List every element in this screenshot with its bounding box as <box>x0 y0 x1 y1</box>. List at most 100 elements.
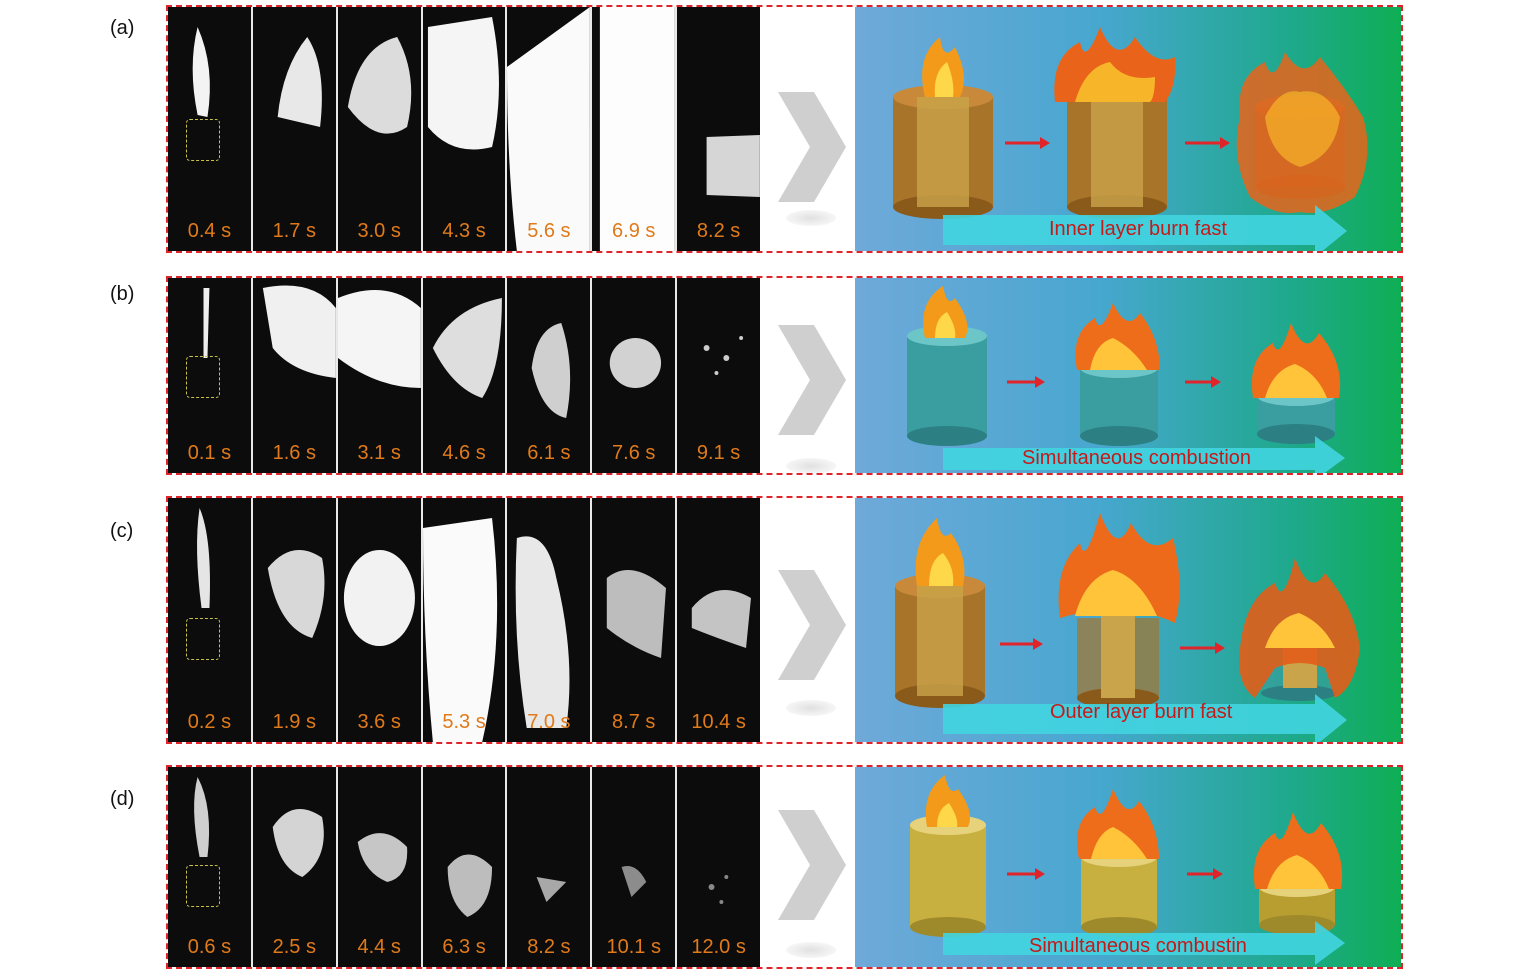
video-frame: 7.6 s <box>590 278 676 473</box>
chevron-shadow <box>786 942 836 958</box>
video-frame: 3.1 s <box>335 278 421 473</box>
arrow-right-icon <box>1007 376 1045 388</box>
flame-icon <box>915 518 965 586</box>
flame-icon <box>1239 558 1360 698</box>
frame-time: 0.6 s <box>187 936 232 958</box>
video-frame: 6.9 s <box>590 7 676 251</box>
bronze-cylinder-icon <box>1067 97 1167 219</box>
schematic-drawing <box>893 27 1368 251</box>
video-frame: 1.9 s <box>250 498 336 742</box>
flame-icon <box>923 286 968 338</box>
frame-strip: 0.2 s 1.9 s 3.6 s 5.3 s 7.0 s 8.7 s 10.4… <box>168 498 761 742</box>
arrow-right-icon <box>1180 642 1225 654</box>
panel-b: (b) 0.1 s 1.6 s 3.1 s 4.6 s 6.1 s 7.6 s <box>0 270 1516 485</box>
schematic-drawing <box>910 775 1345 965</box>
panel-a: (a) 0.4 s 1.7 s 3.0 s 4.3 s 5.6 s 6.9 s <box>0 0 1516 260</box>
arrow-right-icon <box>1007 868 1045 880</box>
frame-time: 1.6 s <box>272 442 316 464</box>
schematic-drawing <box>895 513 1360 742</box>
frame-time: 6.3 s <box>442 936 486 958</box>
flame-icon <box>1077 789 1159 859</box>
progress-arrow-icon <box>943 694 1347 742</box>
video-frame: 0.4 s <box>168 7 251 251</box>
frame-time: 12.0 s <box>691 936 746 958</box>
frame-time: 10.4 s <box>691 711 746 733</box>
panel-label: (a) <box>110 17 135 39</box>
frame-time: 5.3 s <box>442 711 486 733</box>
chevron-right-icon <box>778 810 846 920</box>
panel-label: (b) <box>110 283 135 305</box>
progress-arrow-icon <box>943 921 1345 965</box>
frame-time: 7.6 s <box>612 442 656 464</box>
bronze-cylinder-icon <box>895 574 985 708</box>
frame-time: 0.2 s <box>187 711 232 733</box>
video-frame: 2.5 s <box>250 767 336 967</box>
video-frame: 3.0 s <box>335 7 421 251</box>
panel-frame <box>166 276 1403 475</box>
video-frame: 6.3 s <box>420 767 506 967</box>
teal-cylinder-icon <box>1080 358 1158 446</box>
frame-time: 4.6 s <box>442 442 486 464</box>
schematic-panel: Outer layer burn fast <box>855 498 1401 742</box>
flame-icon <box>1236 52 1368 213</box>
arrow-right-icon <box>1187 868 1223 880</box>
chevron-right-icon <box>778 570 846 680</box>
sample-marker <box>186 865 220 907</box>
schematic-caption: Simultaneous combustion <box>1022 447 1252 469</box>
frame-time: 5.6 s <box>527 220 571 242</box>
video-frame: 8.2 s <box>505 767 591 967</box>
frame-time: 0.4 s <box>187 220 232 242</box>
frame-time: 3.6 s <box>357 711 401 733</box>
video-frame: 12.0 s <box>675 767 761 967</box>
schematic-caption: Outer layer burn fast <box>1050 701 1233 723</box>
schematic-panel: Simultaneous combustion <box>855 278 1401 473</box>
video-frame: 8.2 s <box>675 7 761 251</box>
arrow-right-icon <box>1000 638 1043 650</box>
gold-cylinder-icon <box>1081 847 1157 937</box>
video-frame: 10.4 s <box>675 498 761 742</box>
video-frame: 4.3 s <box>420 7 506 251</box>
sample-marker <box>186 356 220 398</box>
chevron-right-icon <box>778 92 846 202</box>
video-frame: 1.7 s <box>250 7 336 251</box>
video-frame: 0.1 s <box>168 278 251 473</box>
arrow-right-icon <box>1185 376 1221 388</box>
frame-strip: 0.6 s 2.5 s 4.4 s 6.3 s 8.2 s 10.1 s 12.… <box>168 767 761 967</box>
frame-time: 10.1 s <box>606 936 661 958</box>
teal-cylinder-icon <box>907 326 987 446</box>
flame-icon <box>922 37 964 97</box>
schematic-caption: Simultaneous combustin <box>1029 935 1247 957</box>
video-frame: 4.6 s <box>420 278 506 473</box>
frame-strip: 0.1 s 1.6 s 3.1 s 4.6 s 6.1 s 7.6 s 9.1 … <box>168 278 761 473</box>
frame-time: 8.2 s <box>527 936 571 958</box>
chevron-shadow <box>786 210 836 226</box>
frame-time: 6.1 s <box>527 442 571 464</box>
frame-strip: 0.4 s 1.7 s 3.0 s 4.3 s 5.6 s 6.9 s 8.2 … <box>168 7 761 251</box>
gold-cylinder-icon <box>1259 877 1335 935</box>
video-frame: 3.6 s <box>335 498 421 742</box>
frame-time: 1.7 s <box>272 220 316 242</box>
progress-arrow-icon <box>943 205 1347 251</box>
chevron-right-icon <box>778 325 846 435</box>
video-frame: 5.3 s <box>420 498 506 742</box>
frame-time: 4.3 s <box>442 220 486 242</box>
video-frame: 0.6 s <box>168 767 251 967</box>
video-frame: 10.1 s <box>590 767 676 967</box>
frame-time: 4.4 s <box>357 936 401 958</box>
panel-d: (d) 0.6 s 2.5 s 4.4 s 6.3 s 8.2 s 10.1 s <box>0 760 1516 979</box>
flame-icon <box>1054 27 1176 102</box>
frame-time: 1.9 s <box>272 711 316 733</box>
bronze-cylinder-icon <box>893 85 993 219</box>
schematic-drawing <box>907 286 1345 473</box>
panel-c: (c) 0.2 s 1.9 s 3.6 s 5.3 s 7.0 s 8.7 s <box>0 490 1516 750</box>
flame-icon <box>1058 513 1180 623</box>
video-frame: 9.1 s <box>675 278 761 473</box>
panel-frame <box>166 5 1403 253</box>
frame-time: 3.1 s <box>357 442 401 464</box>
video-frame: 5.6 s <box>505 7 591 251</box>
frame-time: 6.9 s <box>612 220 656 242</box>
frame-time: 7.0 s <box>527 711 571 733</box>
frame-time: 8.7 s <box>612 711 656 733</box>
frame-time: 9.1 s <box>696 442 741 464</box>
video-frame: 4.4 s <box>335 767 421 967</box>
